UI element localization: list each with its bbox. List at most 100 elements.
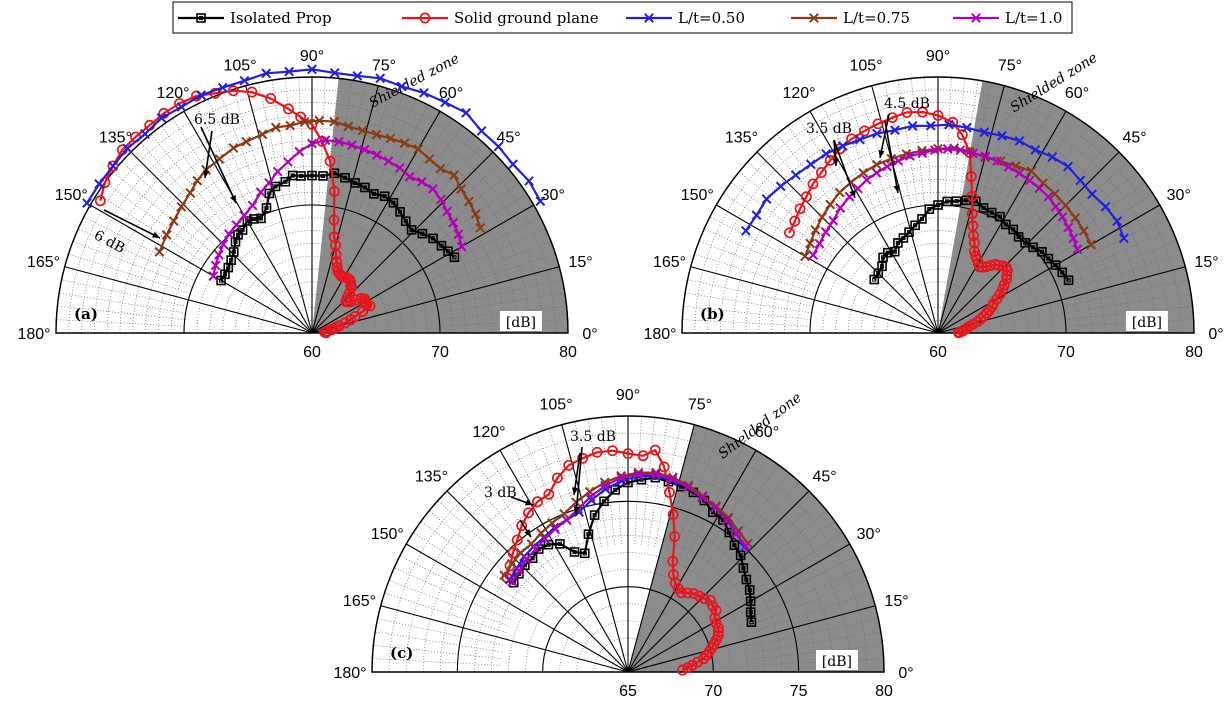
data-point [1068, 233, 1079, 244]
data-point [815, 167, 827, 178]
minor-spoke [413, 532, 521, 603]
minor-spoke [535, 432, 583, 553]
data-point [561, 515, 572, 525]
data-point [208, 271, 219, 281]
data-point [555, 539, 565, 549]
minor-spoke [713, 481, 800, 578]
minor-spoke [702, 464, 779, 569]
annotation-arrow [884, 120, 899, 194]
data-point [456, 241, 467, 252]
panel-b: 0° 15° 30° 45° 60° 75° 90° 105° 120° 135° 150° 165°… [643, 48, 1223, 361]
data-point [810, 225, 821, 236]
minor-spoke [1018, 133, 1100, 234]
angle-tick-label: 90° [300, 48, 324, 65]
data-point [835, 203, 846, 213]
data-point [256, 213, 266, 224]
angle-tick-label: 120° [472, 424, 505, 441]
data-point [861, 174, 872, 185]
data-point-inner [557, 541, 562, 547]
data-point [461, 107, 472, 118]
data-point [161, 230, 172, 240]
minor-spoke [1007, 118, 1078, 226]
data-point [272, 166, 283, 177]
data-point [993, 260, 1005, 271]
angle-tick-label: 120° [782, 85, 815, 102]
major-spoke [90, 204, 313, 334]
data-point [185, 188, 196, 198]
minor-spoke [1037, 171, 1138, 253]
data-point [294, 146, 305, 157]
data-point [585, 491, 596, 502]
data-point [443, 246, 453, 257]
data-point [997, 130, 1007, 141]
minor-spoke [1051, 216, 1167, 276]
series-l-t-1-0 [208, 135, 467, 281]
legend-box [172, 1, 1073, 34]
data-point [1038, 178, 1048, 188]
data-point [239, 75, 250, 86]
data-point [307, 170, 317, 181]
data-point [1075, 175, 1086, 186]
minor-spoke [415, 182, 520, 259]
data-point [499, 570, 510, 581]
angle-tick-label: 0° [898, 665, 913, 682]
data-point [419, 87, 429, 98]
data-point-inner [601, 499, 607, 504]
data-point [539, 533, 550, 544]
data-point [1050, 260, 1061, 270]
data-point-inner [1003, 222, 1008, 227]
angle-tick-label: 15° [884, 593, 908, 610]
data-point-inner [997, 214, 1002, 219]
data-point [413, 144, 424, 154]
data-point-inner [283, 179, 288, 184]
data-point [658, 461, 670, 473]
data-point [424, 154, 435, 164]
minor-spoke [420, 521, 525, 598]
data-point [667, 555, 679, 567]
minor-spoke [438, 292, 565, 314]
minor-spoke [754, 631, 881, 653]
minor-spoke [77, 228, 196, 282]
series-l-t-0-50 [740, 119, 1129, 244]
series-l-t-1-0 [808, 144, 1083, 260]
data-point-inner [906, 230, 912, 235]
arrow-head [571, 487, 579, 495]
minor-spoke [709, 216, 825, 276]
data-point [404, 171, 415, 182]
data-point [837, 141, 848, 151]
minor-spoke [61, 279, 187, 307]
angle-tick-label: 105° [224, 57, 257, 74]
data-point-inner [229, 258, 234, 263]
data-point [551, 472, 563, 484]
data-point-inner [391, 200, 396, 205]
data-point [261, 68, 272, 79]
minor-spoke [363, 98, 417, 217]
legend-label: L/t=1.0 [1005, 9, 1062, 27]
data-point [995, 211, 1005, 222]
data-point [992, 156, 1003, 167]
data-point [956, 129, 968, 141]
legend-marker [971, 13, 981, 23]
angle-tick-label: 105° [850, 57, 883, 74]
data-point [907, 121, 918, 131]
annotation-label: 6.5 dB [194, 112, 240, 128]
data-point [571, 497, 582, 508]
arrow-head [152, 231, 160, 238]
minor-spoke [708, 472, 790, 573]
data-point [821, 148, 831, 159]
data-point-inner [613, 487, 618, 492]
data-point [453, 229, 464, 240]
data-point-inner [342, 175, 348, 180]
angle-tick-label: 90° [616, 387, 640, 404]
data-point-inner [879, 264, 885, 269]
data-point [375, 73, 386, 84]
data-point [532, 496, 543, 508]
data-point [858, 168, 869, 178]
data-point [633, 469, 644, 480]
data-point-inner [1023, 240, 1028, 245]
minor-spoke [411, 171, 512, 253]
data-point [264, 177, 274, 188]
data-point [283, 156, 293, 167]
data-point-inner [885, 250, 890, 255]
data-point-inner [371, 191, 377, 196]
